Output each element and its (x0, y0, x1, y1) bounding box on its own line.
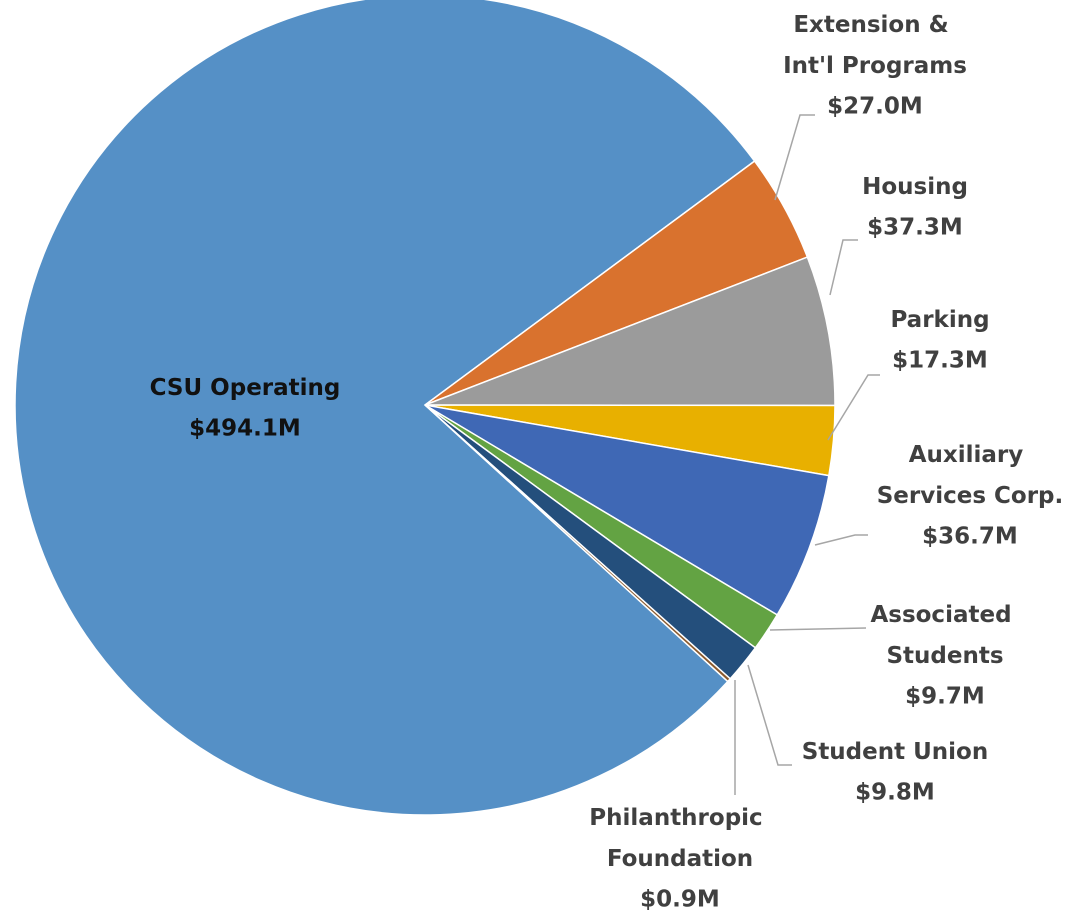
value-label: $37.3M (867, 215, 963, 241)
pie-slice (424, 256, 836, 407)
pie-slice (424, 404, 830, 616)
value-label: $36.7M (922, 524, 1018, 550)
category-label: Associated Students (870, 602, 1019, 669)
leader-line (814, 534, 868, 546)
value-label: $494.1M (189, 416, 301, 442)
leader-line (747, 664, 792, 766)
category-label: Auxiliary Services Corp. (877, 442, 1064, 509)
leader-line (827, 374, 880, 441)
value-label: $0.9M (640, 887, 720, 913)
leader-line (829, 239, 858, 296)
value-label: $27.0M (827, 94, 923, 120)
category-label: CSU Operating (150, 375, 341, 401)
value-label: $17.3M (892, 348, 988, 374)
leader-line (769, 627, 867, 631)
leader-line (774, 114, 815, 201)
pie-slice (14, 0, 756, 816)
pie-slice (424, 404, 732, 683)
category-label: Philanthropic Foundation (589, 805, 770, 872)
category-label: Extension & Int'l Programs (783, 12, 967, 79)
value-label: $9.7M (905, 684, 985, 710)
value-label: $9.8M (855, 780, 935, 806)
category-label: Student Union (802, 739, 988, 765)
category-label: Housing (862, 174, 968, 200)
category-label: Parking (890, 307, 989, 333)
